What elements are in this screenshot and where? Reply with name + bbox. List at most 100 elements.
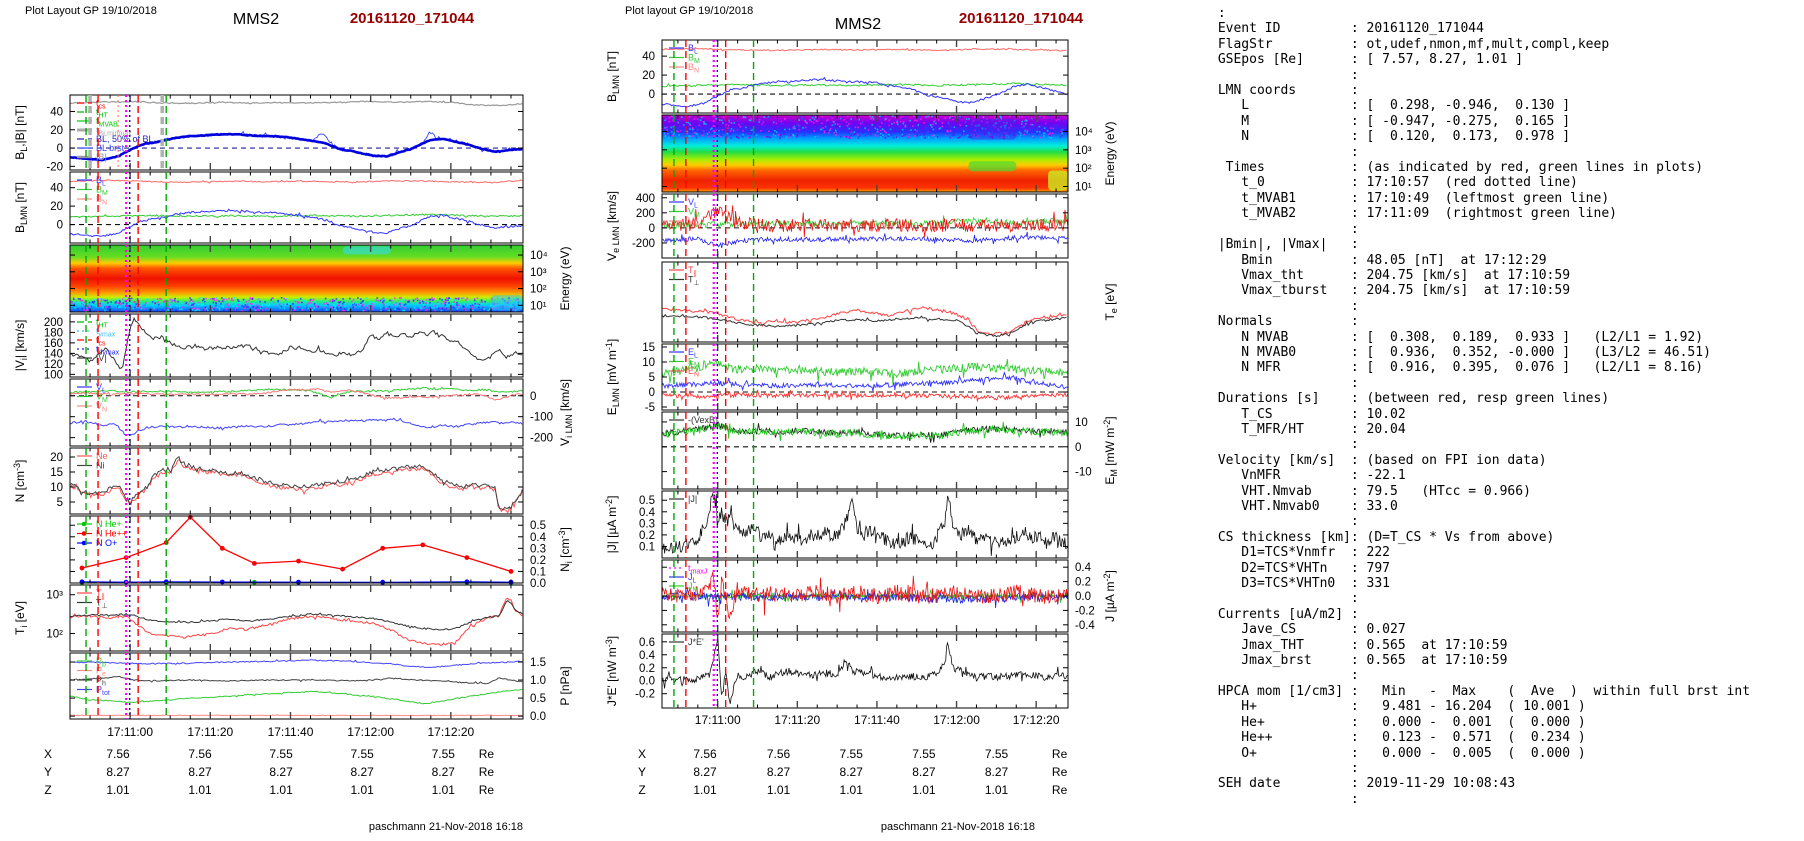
axis-title: P [nPa] — [558, 666, 572, 705]
y-tick-label: 0 — [1075, 442, 1081, 454]
y-tick-label: 0 — [530, 391, 536, 403]
position-value: 7.56 — [767, 747, 791, 761]
position-row-label: X — [638, 747, 646, 761]
y-tick-label: 10² — [1075, 163, 1092, 175]
legend-label: Pe — [96, 666, 106, 679]
position-value: 7.55 — [269, 747, 293, 761]
legend-label: N O+ — [96, 538, 117, 548]
y-tick-label: 0.1 — [530, 566, 546, 578]
y-tick-label: 200 — [44, 317, 63, 329]
y-tick-label: 0.2 — [639, 663, 655, 675]
y-tick-label: 120 — [44, 359, 63, 371]
y-tick-label: 20 — [642, 70, 655, 82]
series-V-L — [69, 417, 523, 436]
axis-title: Energy (eV) — [1103, 121, 1117, 185]
time-tick-label: 17:11:40 — [268, 725, 314, 739]
y-tick-label: 10 — [50, 482, 63, 494]
y-tick-label: -10 — [1075, 467, 1092, 479]
series-B-L — [661, 76, 1067, 108]
y-tick-label: 0.5 — [530, 520, 546, 532]
y-tick-label: -200 — [632, 238, 655, 250]
y-tick-label: 140 — [44, 348, 63, 360]
y-tick-label: 0.3 — [639, 518, 655, 530]
position-value: 8.27 — [432, 765, 456, 779]
series-E-N — [661, 389, 1069, 403]
legend-label: |V| — [96, 353, 107, 363]
position-value: 7.55 — [432, 747, 456, 761]
legend-label: Ph — [96, 675, 106, 688]
left-figure-title: MMS2 — [232, 11, 280, 28]
y-tick-label: 0.1 — [639, 541, 655, 553]
position-value: 1.01 — [693, 783, 717, 797]
axis-title: |Vi| [km/s] — [13, 320, 29, 372]
legend-label: VM — [688, 207, 700, 220]
position-value: 8.27 — [840, 765, 864, 779]
y-tick-label: 40 — [50, 106, 63, 118]
position-row-label: X — [44, 747, 52, 761]
axis-title: Ti [eV] — [13, 601, 29, 635]
position-value: 7.56 — [188, 747, 212, 761]
series-P-e — [69, 714, 523, 717]
y-tick-label: 0.4 — [530, 532, 547, 544]
y-tick-label: 10³ — [1075, 145, 1092, 157]
position-value: 7.55 — [840, 747, 864, 761]
y-tick-label: 15 — [642, 342, 655, 354]
series-Vi-mag — [70, 316, 523, 369]
legend-label: tcs — [96, 98, 106, 111]
time-tick-label: 17:11:40 — [854, 713, 900, 727]
y-tick-label: 0.0 — [530, 711, 546, 723]
series-V-N — [69, 388, 523, 401]
series-E-M — [661, 358, 1069, 385]
axis-title: J*E' [nW m-3] — [604, 636, 619, 706]
position-value: 8.27 — [693, 765, 717, 779]
legend-label: tHT — [96, 317, 109, 330]
left-layout-label: Plot Layout GP 19/10/2018 — [25, 5, 157, 17]
y-tick-label: 0.5 — [639, 495, 655, 507]
legend-label: Ptot — [96, 685, 110, 698]
position-value: 1.01 — [840, 783, 864, 797]
time-tick-label: 17:11:20 — [774, 713, 820, 727]
series-B-L — [69, 208, 523, 238]
y-tick-label: 0.0 — [639, 676, 655, 688]
axis-title: Te [eV] — [1103, 283, 1119, 320]
legend-label: Ni — [96, 461, 105, 471]
series-N-He++ — [81, 516, 512, 573]
y-tick-label: 0.4 — [639, 507, 656, 519]
y-tick-label: 0 — [57, 143, 63, 155]
panel-absJ: 0.50.40.30.20.1 |J| |J| [µA m-2] — [604, 490, 1069, 559]
middle-event-id: 20161120_171044 — [958, 10, 1084, 27]
position-unit: Re — [1052, 747, 1068, 761]
axis-title: |J| [µA m-2] — [604, 496, 619, 554]
series-B-M — [69, 213, 523, 219]
middle-layout-label: Plot layout GP 19/10/2018 — [625, 5, 754, 17]
position-value: 7.55 — [985, 747, 1009, 761]
series-JdotE — [661, 638, 1068, 704]
panel-Ni-species: 0.50.40.30.20.10.0 N He+N He++N O+ Ni [cm-… — [69, 514, 574, 590]
y-tick-label: 0.2 — [1075, 577, 1091, 589]
y-tick-label: -0.2 — [1075, 605, 1095, 617]
y-tick-label: -0.2 — [635, 689, 655, 701]
y-tick-label: -20 — [46, 161, 63, 173]
panel-EM-VexB: 10 0 -10 -(VexB) EM [mW m-2] — [661, 411, 1119, 490]
y-tick-label: 10² — [530, 284, 547, 296]
series-Ni — [69, 455, 523, 511]
axis-title: ELMN [mV m-1] — [604, 339, 621, 415]
legend-label: BL — [96, 175, 106, 188]
position-value: 1.01 — [351, 783, 375, 797]
legend-label: BN — [688, 62, 699, 75]
series-J-L — [661, 587, 1068, 609]
legend-label: VN — [688, 216, 699, 229]
series-Ve-L — [661, 231, 1069, 248]
y-tick-label: 10¹ — [1075, 182, 1092, 194]
series-B-N — [69, 179, 523, 184]
series-P-h — [69, 675, 523, 685]
panel-ion-energy-spectrogram: 10⁴ 10³ 10² 10¹ Energy (eV) — [69, 244, 572, 313]
